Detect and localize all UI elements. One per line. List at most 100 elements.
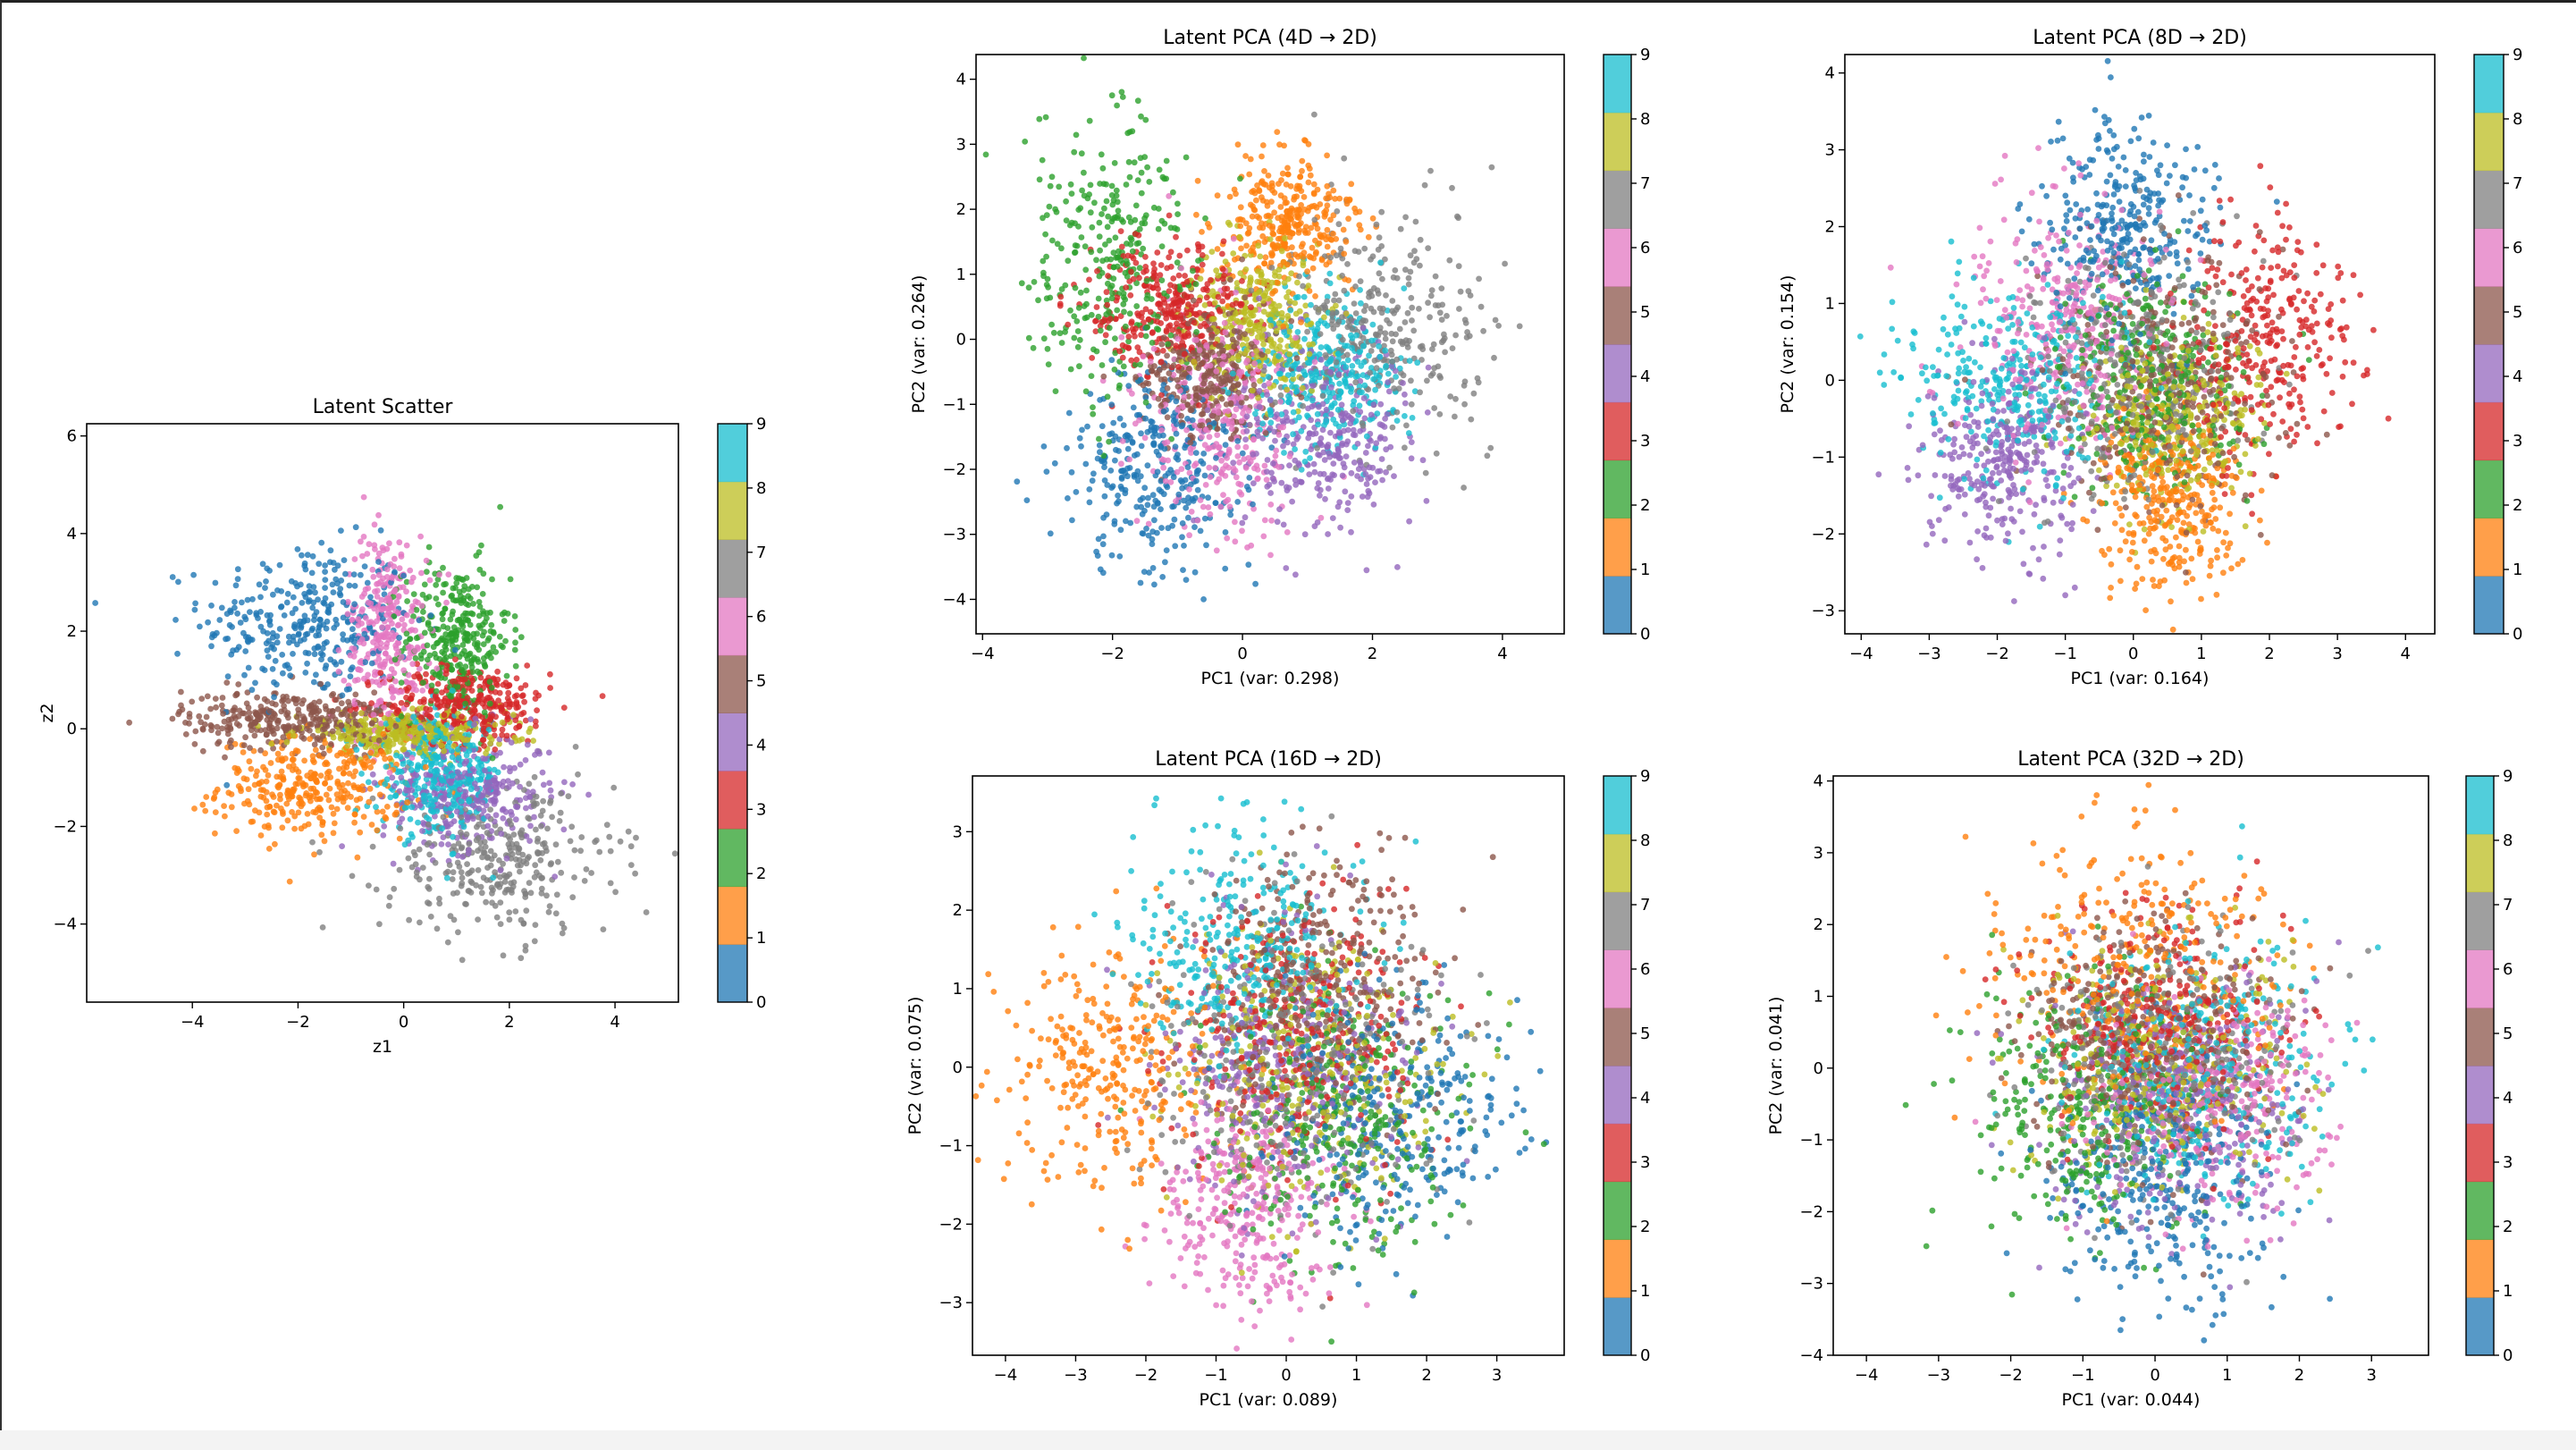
point-class-3 [467,675,475,681]
point-class-1 [1238,245,1244,252]
point-class-4 [1310,460,1317,468]
point-class-0 [257,594,264,601]
point-class-5 [198,719,205,726]
point-class-3 [441,712,448,719]
point-class-0 [261,667,268,673]
point-class-2 [1036,176,1043,183]
point-class-5 [266,720,273,727]
point-class-1 [319,822,326,829]
point-class-9 [407,816,414,822]
point-class-4 [1365,487,1372,494]
point-class-0 [247,609,253,615]
point-class-7 [425,839,433,847]
colorbar-segment-3 [718,771,747,830]
point-class-4 [371,780,378,787]
point-class-1 [212,809,219,815]
point-class-1 [360,814,367,820]
point-class-5 [300,735,307,742]
point-class-1 [228,804,235,811]
point-class-7 [518,827,526,834]
point-class-2 [484,653,491,659]
point-class-0 [294,641,300,648]
point-class-2 [459,623,467,630]
colorbar-tick-label: 5 [756,672,766,691]
point-class-4 [445,830,452,837]
point-class-2 [468,663,476,670]
point-class-7 [419,864,426,871]
point-class-6 [361,590,367,597]
point-class-1 [1323,261,1330,268]
point-class-2 [502,637,509,645]
point-class-5 [247,745,253,751]
point-class-0 [319,645,326,652]
point-class-2 [448,693,455,700]
point-class-2 [424,642,431,649]
point-class-0 [1047,530,1054,537]
point-class-3 [513,699,520,705]
point-class-0 [313,609,320,616]
point-class-0 [1137,497,1144,503]
point-class-7 [467,869,473,876]
point-class-4 [1408,439,1415,445]
point-class-4 [458,773,465,780]
point-class-4 [1246,421,1253,428]
point-class-7 [457,829,464,836]
point-class-0 [284,662,290,669]
point-class-4 [502,808,509,815]
point-class-2 [1072,242,1079,249]
point-class-5 [178,702,184,709]
point-class-0 [290,594,297,601]
point-class-7 [507,836,513,843]
point-class-7 [501,889,509,896]
point-class-6 [403,588,409,595]
point-class-7 [556,818,563,824]
point-class-0 [1144,462,1151,469]
point-class-7 [1409,304,1416,311]
point-class-7 [475,867,482,873]
point-class-2 [398,679,405,686]
point-class-7 [492,902,499,909]
point-class-2 [412,655,419,662]
point-class-7 [543,892,550,899]
point-class-9 [491,766,498,773]
point-class-0 [391,569,398,576]
point-class-9 [383,763,390,770]
point-class-6 [412,627,418,634]
point-class-3 [471,702,477,709]
point-class-0 [342,570,349,577]
point-class-9 [448,805,455,812]
point-class-0 [208,643,215,650]
point-class-7 [1357,278,1364,284]
point-class-6 [375,550,383,557]
point-class-7 [406,916,412,923]
point-class-3 [522,682,529,688]
point-class-0 [1086,499,1093,506]
point-class-3 [1166,254,1173,261]
point-class-8 [425,722,433,729]
point-class-3 [1155,291,1162,298]
point-class-0 [263,578,269,585]
point-class-7 [1410,327,1418,334]
y-tick-label: 2 [67,622,77,641]
point-class-1 [225,789,232,797]
point-class-1 [323,759,330,766]
point-class-4 [380,832,387,839]
point-class-0 [252,679,258,687]
point-class-0 [266,618,273,625]
point-class-7 [610,784,618,791]
point-class-5 [218,702,225,709]
point-class-1 [346,771,353,777]
point-class-1 [346,748,353,755]
point-class-3 [533,689,539,696]
point-class-4 [498,830,505,837]
point-class-4 [1378,456,1385,462]
point-class-0 [239,599,245,606]
x-tick-label: −4 [181,1013,205,1032]
point-class-0 [1014,478,1021,485]
point-class-6 [374,618,380,625]
point-class-6 [409,574,417,581]
point-class-6 [358,538,364,545]
point-class-0 [92,600,98,606]
point-class-9 [475,755,481,763]
point-class-8 [418,729,425,737]
